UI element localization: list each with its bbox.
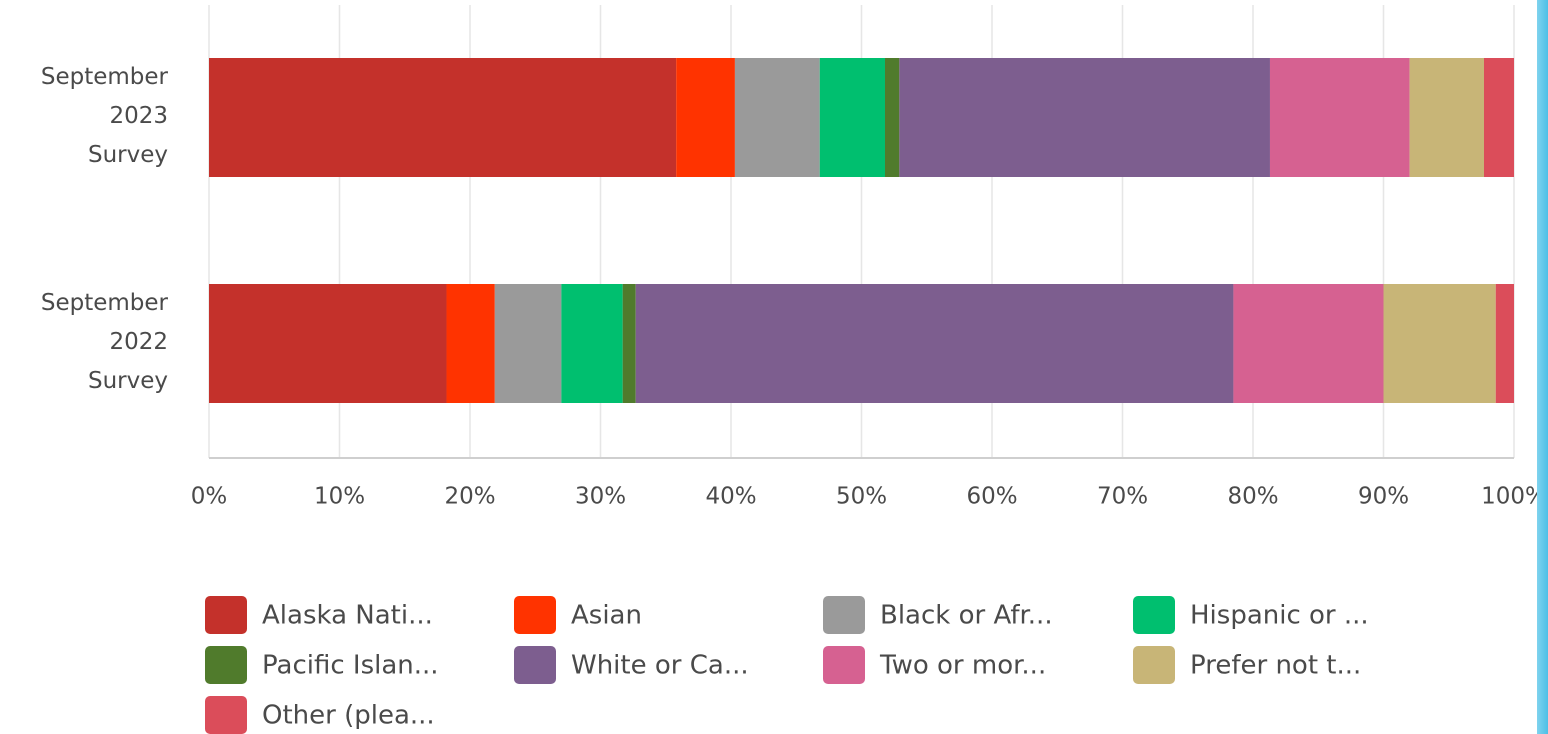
- legend-swatch: [205, 646, 247, 684]
- bar-segment: [1483, 58, 1514, 177]
- bar-segment: [1233, 284, 1384, 403]
- bar-segment: [446, 284, 495, 403]
- x-tick-label: 80%: [1227, 484, 1278, 510]
- legend-swatch: [823, 646, 865, 684]
- x-tick-label: 50%: [836, 484, 887, 510]
- legend-label: White or Ca...: [571, 651, 749, 681]
- bar-segment: [209, 284, 447, 403]
- bar-segment: [1269, 58, 1410, 177]
- legend-swatch: [514, 596, 556, 634]
- bar-segment: [561, 284, 623, 403]
- x-tick-label: 90%: [1358, 484, 1409, 510]
- legend-swatch: [205, 696, 247, 734]
- x-tick-label: 20%: [444, 484, 495, 510]
- x-tick-label: 100%: [1481, 484, 1547, 510]
- category-label: September 2023 Survey: [40, 63, 168, 168]
- legend-label: Alaska Nati...: [262, 601, 433, 631]
- legend-swatch: [1133, 646, 1175, 684]
- x-tick-label: 30%: [575, 484, 626, 510]
- legend-label: Two or mor...: [879, 651, 1046, 681]
- legend-label: Hispanic or ...: [1190, 601, 1369, 631]
- bar-segment: [635, 284, 1234, 403]
- x-tick-label: 40%: [705, 484, 756, 510]
- bar-segment: [1383, 284, 1496, 403]
- bar-segment: [884, 58, 900, 177]
- x-tick-label: 70%: [1097, 484, 1148, 510]
- side-stripe: [1537, 0, 1548, 734]
- legend-label: Other (plea...: [262, 701, 435, 731]
- bar-segment: [1409, 58, 1484, 177]
- bar-segment: [209, 58, 677, 177]
- bar-segment: [899, 58, 1270, 177]
- category-label: September 2022 Survey: [40, 289, 168, 394]
- x-tick-label: 60%: [966, 484, 1017, 510]
- legend-swatch: [1133, 596, 1175, 634]
- bar-segment: [494, 284, 562, 403]
- x-tick-label: 0%: [191, 484, 228, 510]
- bar-segment: [622, 284, 636, 403]
- legend-swatch: [823, 596, 865, 634]
- legend-label: Asian: [571, 601, 642, 631]
- legend-swatch: [205, 596, 247, 634]
- x-tick-label: 10%: [314, 484, 365, 510]
- bar-segment: [1495, 284, 1514, 403]
- legend-swatch: [514, 646, 556, 684]
- legend-label: Black or Afr...: [880, 601, 1053, 631]
- bar-segment: [819, 58, 885, 177]
- legend-label: Pacific Islan...: [262, 651, 439, 681]
- legend-label: Prefer not t...: [1190, 651, 1361, 681]
- bar-segment: [734, 58, 820, 177]
- bar-segment: [676, 58, 735, 177]
